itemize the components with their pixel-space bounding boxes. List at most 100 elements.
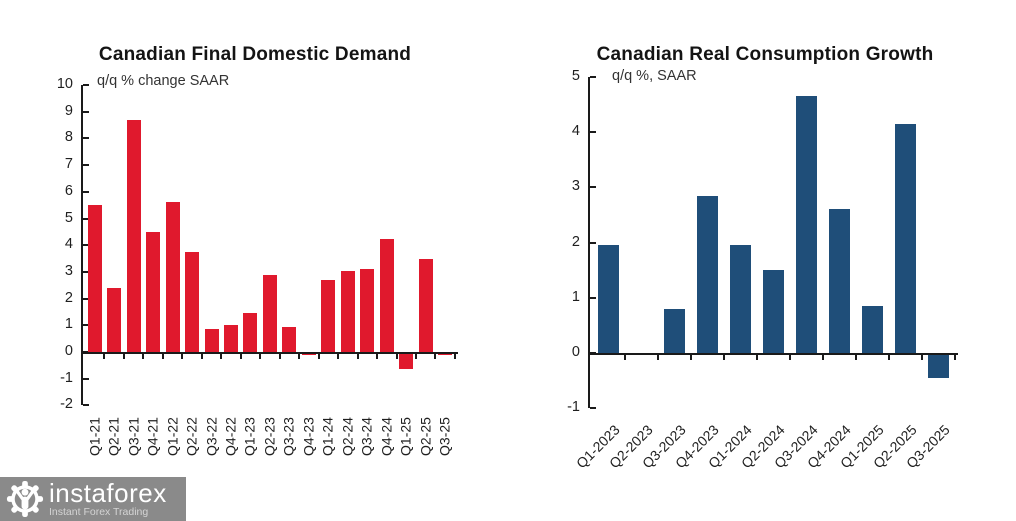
y-tick [590,131,596,134]
y-tick [83,110,89,113]
x-tick [395,354,398,359]
x-tick [888,355,890,360]
x-tick [259,354,262,359]
bar [862,306,883,353]
y-tick [83,164,89,167]
bar [796,96,817,353]
y-tick-label: 7 [64,156,73,173]
x-tick [317,354,320,359]
bar [262,274,277,352]
y-tick-label: 4 [571,123,580,140]
y-tick-label: 5 [571,68,580,84]
bar [243,313,258,352]
bar [895,123,916,353]
bar [282,326,297,352]
y-tick [83,137,89,140]
bar [829,209,850,353]
x-tick [103,354,106,359]
y-tick [83,404,89,407]
logo-banner: instaforex Instant Forex Trading [0,477,186,521]
y-tick [83,244,89,247]
x-tick [921,355,923,360]
x-tick [434,354,437,359]
bar [321,279,336,352]
y-tick-label: 1 [571,288,580,305]
y-tick [83,217,89,220]
x-tick [181,354,184,359]
x-tick [356,354,359,359]
x-tick [954,355,956,360]
y-tick-label: 3 [571,178,580,195]
chart-title-final-domestic-demand: Canadian Final Domestic Demand [98,44,412,65]
y-tick-label: 2 [64,289,73,306]
x-tick [822,355,824,360]
x-tick [142,354,145,359]
bar [87,205,102,352]
y-tick-label: 9 [64,102,73,119]
x-tick [690,355,692,360]
bar [340,270,355,352]
y-tick [590,241,596,244]
y-axis-line [588,77,590,409]
x-tick [278,354,281,359]
bar [360,269,375,352]
y-tick-label: 3 [64,262,73,279]
y-axis-line [81,85,83,406]
y-tick-label: 0 [571,344,580,360]
y-tick-label: -1 [567,399,580,416]
y-tick-label: 0 [64,343,73,359]
y-tick [83,297,89,300]
bar [418,258,433,352]
bar [763,270,784,353]
bar [664,308,685,353]
y-tick [590,407,596,410]
bar [146,231,161,352]
x-tick [161,354,164,359]
y-tick-label: 5 [64,209,73,226]
x-axis-line [590,353,958,355]
x-tick [200,354,203,359]
bar [730,245,751,353]
x-tick [337,354,340,359]
bar [185,251,200,352]
y-tick [83,270,89,273]
y-tick-label: 6 [64,182,73,199]
x-tick [624,355,626,360]
y-tick-label: 2 [571,233,580,250]
x-tick [657,355,659,360]
bar [126,119,141,352]
y-tick-label: 8 [64,129,73,146]
bar [697,195,718,353]
bar [379,238,394,352]
bar [928,353,949,378]
x-tick [122,354,125,359]
bar [224,325,239,352]
chart-title-real-consumption-growth: Canadian Real Consumption Growth [596,44,934,65]
x-tick [789,355,791,360]
y-tick-label: -2 [60,396,73,413]
y-tick [83,84,89,86]
y-tick-label: 1 [64,316,73,333]
y-tick-label: 10 [56,76,73,92]
bar [399,352,414,370]
logo-tagline: Instant Forex Trading [49,506,149,518]
y-tick [590,296,596,299]
x-tick [376,354,379,359]
logo-brand-text: instaforex [49,478,167,508]
x-tick [723,355,725,360]
y-tick [590,186,596,189]
x-tick [756,355,758,360]
x-tick [220,354,223,359]
y-tick [83,324,89,327]
y-tick [83,190,89,193]
chart-subtitle-real-consumption-growth: q/q %, SAAR [612,68,697,84]
bar [165,202,180,352]
y-tick-label: -1 [60,369,73,386]
bar [107,287,122,352]
x-tick [453,354,456,359]
x-tick [414,354,417,359]
bar [204,329,219,352]
